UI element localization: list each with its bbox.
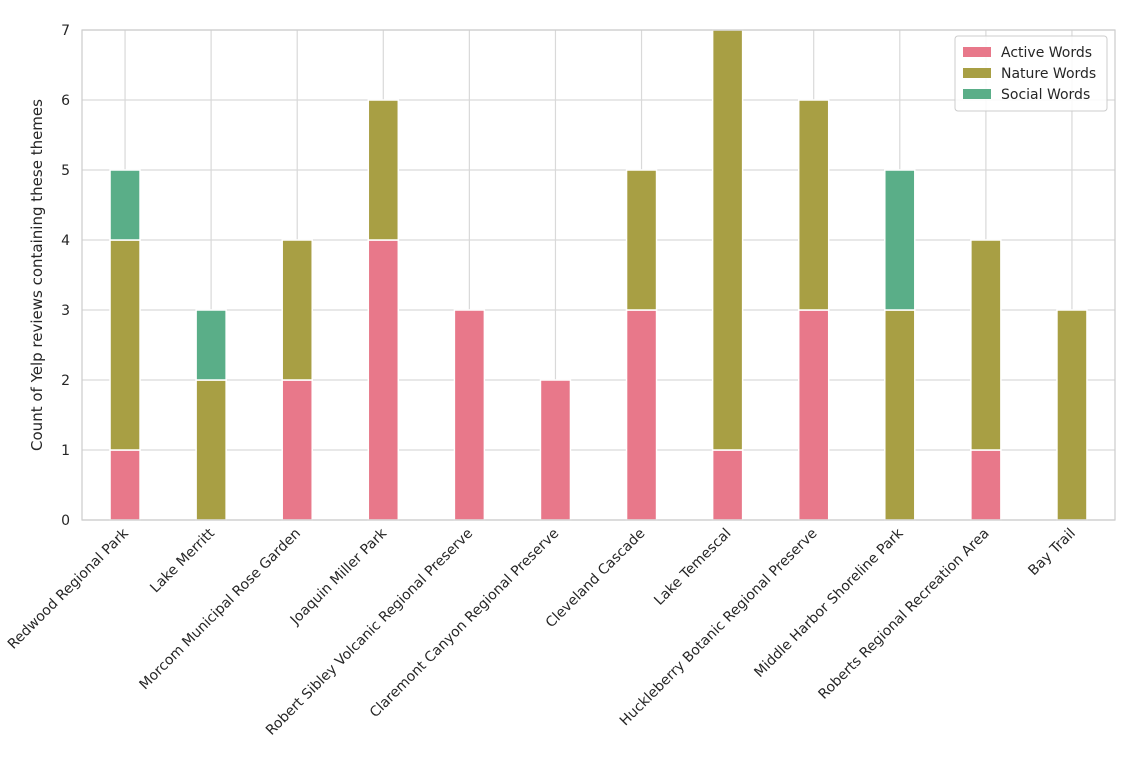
bar-segment-active-words <box>711 449 744 521</box>
x-tick-label: Middle Harbor Shoreline Park <box>751 525 907 681</box>
legend-swatch <box>963 89 991 99</box>
plot-frame <box>81 29 1116 521</box>
y-tick-label: 5 <box>61 163 70 179</box>
x-tick-label: Roberts Regional Recreation Area <box>816 526 993 703</box>
x-tick-label: Claremont Canyon Regional Preserve <box>367 526 562 721</box>
y-axis-label: Count of Yelp reviews containing these t… <box>28 99 46 451</box>
x-tick-label: Cleveland Cascade <box>543 526 649 632</box>
bar-segment-nature-words <box>625 169 658 311</box>
x-tick-label: Lake Merritt <box>147 525 218 596</box>
x-tick-label: Morcom Municipal Rose Garden <box>137 526 305 694</box>
bar-segment-active-words <box>539 379 572 521</box>
bar-segment-active-words <box>281 379 313 521</box>
bar-segment-nature-words <box>884 309 916 521</box>
legend-box <box>954 35 1108 112</box>
x-tick-label: Redwood Regional Park <box>5 525 133 653</box>
y-tick-label: 4 <box>61 233 70 249</box>
legend-label: Active Words <box>1001 45 1092 61</box>
bar-segment-nature-words <box>1056 309 1088 521</box>
bar-segment-nature-words <box>970 239 1002 451</box>
bar-segment-nature-words <box>195 379 227 521</box>
bar-segment-nature-words <box>367 99 400 241</box>
x-tick-label: Joaquin Miller Park <box>287 525 391 629</box>
legend: Active Words Nature Words Social Words <box>954 35 1108 112</box>
y-tick-label: 0 <box>61 513 70 529</box>
bars <box>109 29 1088 521</box>
bar-segment-active-words <box>797 309 830 521</box>
bar-segment-nature-words <box>797 99 830 311</box>
bar-segment-active-words <box>367 239 400 521</box>
y-tick-labels: 0 1 2 3 4 5 6 7 <box>61 23 70 529</box>
bar-segment-nature-words <box>109 239 141 451</box>
y-tick-label: 6 <box>61 93 70 109</box>
legend-label: Nature Words <box>1001 66 1096 82</box>
y-tick-label: 2 <box>61 373 70 389</box>
bar-segment-active-words <box>625 309 658 521</box>
y-tick-label: 3 <box>61 303 70 319</box>
y-tick-label: 7 <box>61 23 70 39</box>
bar-segment-nature-words <box>711 29 744 451</box>
bar-segment-active-words <box>453 309 486 521</box>
x-tick-label: Lake Temescal <box>651 526 734 609</box>
bar-segment-social-words <box>195 309 227 381</box>
bar-segment-active-words <box>970 449 1002 521</box>
legend-swatch <box>963 47 991 57</box>
y-tick-label: 1 <box>61 443 70 459</box>
legend-swatch <box>963 68 991 78</box>
x-tick-label: Bay Trail <box>1025 526 1078 579</box>
bar-segment-nature-words <box>281 239 313 381</box>
bar-segment-social-words <box>884 169 916 311</box>
legend-label: Social Words <box>1001 87 1090 103</box>
bar-segment-social-words <box>109 169 141 241</box>
x-tick-labels: Redwood Regional Park Lake MerrittMorcom … <box>5 525 1079 739</box>
x-tick-label: Huckleberry Botanic Regional Preserve <box>617 526 821 730</box>
bar-segment-active-words <box>109 449 141 521</box>
